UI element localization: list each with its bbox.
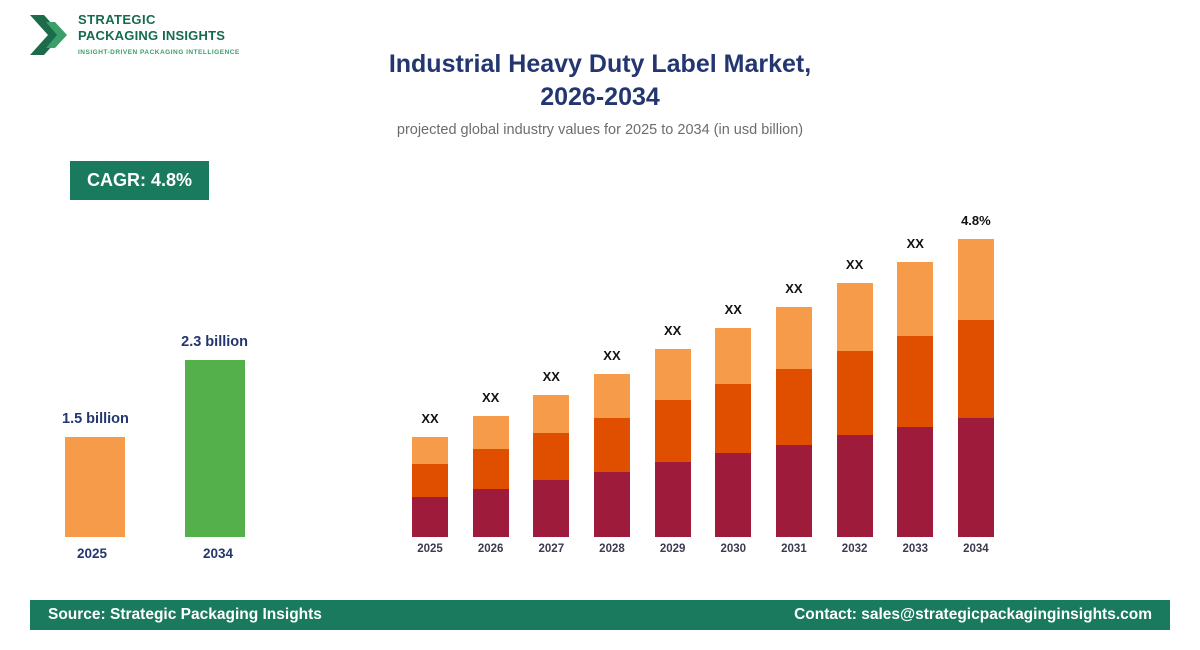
segment-bottom xyxy=(897,427,934,537)
year-label: 2029 xyxy=(659,543,686,555)
title-block: Industrial Heavy Duty Label Market, 2026… xyxy=(0,48,1200,138)
footer-bar: Source: Strategic Packaging Insights Con… xyxy=(30,600,1170,630)
year-label: 2026 xyxy=(477,543,504,555)
bar-stack[interactable] xyxy=(412,437,448,537)
bar-stack[interactable] xyxy=(957,239,994,537)
page-title-line2: 2026-2034 xyxy=(540,83,660,111)
segment-bottom xyxy=(593,472,630,537)
main-projection-chart: XX XX XX XX XX XX XX XX XX 4.8% xyxy=(412,197,994,537)
segment-middle xyxy=(775,369,812,445)
year-label: 2025 xyxy=(417,543,443,555)
summary-bar-value-label: 1.5 billion xyxy=(62,411,129,427)
summary-bar[interactable] xyxy=(184,360,245,537)
segment-bottom xyxy=(957,418,994,537)
segment-middle xyxy=(472,449,509,489)
segment-middle xyxy=(654,400,691,462)
bar-group-2029: XX xyxy=(654,323,691,537)
page-title-line1: Industrial Heavy Duty Label Market, xyxy=(388,50,812,78)
bar-value-label: 4.8% xyxy=(961,213,991,228)
logo: STRATEGIC PACKAGING INSIGHTS INSIGHT-DRI… xyxy=(30,12,240,58)
bar-stack[interactable] xyxy=(533,395,570,537)
segment-middle xyxy=(836,351,873,435)
bar-stack[interactable] xyxy=(836,283,873,537)
bar-stack[interactable] xyxy=(897,262,934,537)
logo-tagline: INSIGHT-DRIVEN PACKAGING INTELLIGENCE xyxy=(78,49,240,56)
year-label: 2028 xyxy=(599,543,625,555)
bar-stack[interactable] xyxy=(654,349,691,537)
summary-year-label: 2025 xyxy=(76,546,108,561)
segment-bottom xyxy=(654,462,691,537)
summary-year-label: 2034 xyxy=(202,546,234,561)
segment-top xyxy=(593,374,630,418)
bar-stack[interactable] xyxy=(715,328,752,537)
segment-middle xyxy=(412,464,448,497)
bar-group-2033: XX xyxy=(897,236,934,537)
summary-bar-group-2025: 1.5 billion xyxy=(62,411,129,537)
cagr-badge: CAGR: 4.8% xyxy=(70,161,210,200)
logo-line1: STRATEGIC xyxy=(78,12,156,27)
segment-top xyxy=(412,437,448,464)
bar-group-2025: XX xyxy=(412,411,448,537)
bar-value-label: XX xyxy=(542,369,560,384)
segment-middle xyxy=(593,418,630,472)
segment-middle xyxy=(715,384,752,453)
segment-middle xyxy=(957,320,994,418)
logo-chevron-icon xyxy=(30,15,67,55)
segment-bottom xyxy=(836,435,873,537)
bar-stack[interactable] xyxy=(593,374,630,537)
year-label: 2034 xyxy=(963,543,989,555)
segment-top xyxy=(715,328,752,384)
segment-top xyxy=(836,283,873,351)
segment-bottom xyxy=(472,489,509,537)
segment-top xyxy=(775,307,812,369)
logo-text: STRATEGIC PACKAGING INSIGHTS INSIGHT-DRI… xyxy=(78,12,240,56)
bar-stack[interactable] xyxy=(472,416,509,537)
bar-value-label: XX xyxy=(663,323,682,338)
summary-bar-group-2034: 2.3 billion xyxy=(181,334,248,537)
bar-value-label: XX xyxy=(421,411,439,426)
segment-top xyxy=(654,349,691,400)
page-subtitle: projected global industry values for 202… xyxy=(396,122,804,138)
footer-contact: Contact: sales@strategicpackaginginsight… xyxy=(794,606,1152,623)
year-label: 2027 xyxy=(538,543,565,555)
bar-value-label: XX xyxy=(785,281,803,296)
bar-value-label: XX xyxy=(481,390,500,405)
main-projection-chart-years: 2025 2026 2027 2028 2029 2030 2031 2032 2033 2034 xyxy=(412,543,994,555)
bar-group-2031: XX xyxy=(775,281,812,537)
segment-bottom xyxy=(775,445,812,537)
bar-stack[interactable] xyxy=(775,307,812,537)
bar-group-2030: XX xyxy=(715,302,752,537)
bar-group-2034: 4.8% xyxy=(957,213,994,537)
logo-line2: PACKAGING INSIGHTS xyxy=(78,28,226,43)
year-label: 2032 xyxy=(841,543,868,555)
year-label: 2033 xyxy=(902,543,929,555)
bar-group-2027: XX xyxy=(533,369,570,537)
segment-bottom xyxy=(412,497,448,537)
segment-middle xyxy=(897,336,934,427)
segment-top xyxy=(957,239,994,320)
bar-group-2028: XX xyxy=(593,348,630,537)
summary-growth-chart-years: 2025 2034 xyxy=(62,546,248,561)
segment-top xyxy=(897,262,934,336)
segment-top xyxy=(533,395,570,433)
year-label: 2031 xyxy=(781,543,807,555)
segment-middle xyxy=(533,433,570,480)
segment-top xyxy=(472,416,509,449)
segment-bottom xyxy=(715,453,752,537)
footer-source: Source: Strategic Packaging Insights xyxy=(48,606,322,623)
summary-bar[interactable] xyxy=(65,437,126,537)
bar-group-2026: XX xyxy=(472,390,509,537)
bar-value-label: XX xyxy=(724,302,742,317)
bar-value-label: XX xyxy=(603,348,621,363)
year-label: 2030 xyxy=(720,543,747,555)
summary-bar-value-label: 2.3 billion xyxy=(181,334,248,350)
bar-value-label: XX xyxy=(845,257,864,272)
bar-group-2032: XX xyxy=(836,257,873,537)
segment-bottom xyxy=(533,480,570,537)
bar-value-label: XX xyxy=(906,236,924,251)
summary-growth-chart: 1.5 billion 2.3 billion xyxy=(62,327,248,537)
